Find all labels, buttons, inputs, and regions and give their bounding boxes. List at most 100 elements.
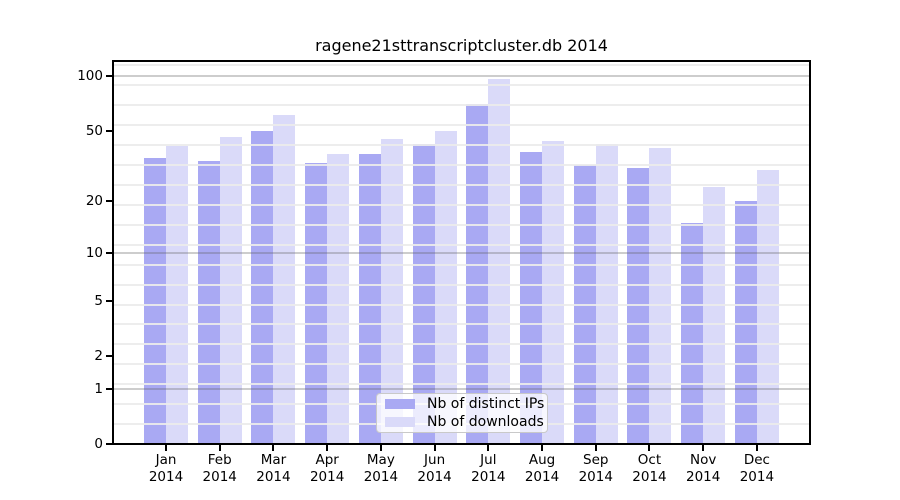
x-tick-label-mar: Mar <box>260 451 287 468</box>
x-tick-year-label: 2014 <box>256 468 291 485</box>
y-tick <box>106 355 113 358</box>
x-tick-label-nov: Nov <box>690 451 717 468</box>
gridline-minor <box>113 363 810 366</box>
x-tick <box>487 444 490 451</box>
y-tick-label: 100 <box>77 68 103 85</box>
y-tick-label: 5 <box>94 293 103 310</box>
x-tick-year-label: 2014 <box>309 468 345 485</box>
x-tick <box>218 444 221 451</box>
y-tick <box>106 300 113 303</box>
axis-spine-left <box>112 60 114 445</box>
legend-item-distinct-ips: Nb of distinct IPs <box>377 395 547 412</box>
legend-item-downloads: Nb of downloads <box>377 414 547 431</box>
axis-spine-bottom <box>112 443 811 445</box>
gridline-minor <box>113 183 810 186</box>
x-tick-year-label: 2014 <box>417 468 452 485</box>
x-tick <box>594 444 597 451</box>
x-tick-year-label: 2014 <box>739 468 775 485</box>
bar-downloads-mar <box>273 115 296 444</box>
gridline-minor <box>113 323 810 326</box>
x-tick <box>541 444 544 451</box>
legend: Nb of distinct IPs Nb of downloads <box>376 393 548 433</box>
bar-distinct-ips-feb <box>197 160 220 444</box>
bar-downloads-jul <box>488 78 511 444</box>
legend-swatch-downloads <box>385 417 415 428</box>
x-tick-label-feb: Feb <box>207 451 232 468</box>
axis-spine-top <box>112 60 811 62</box>
legend-label-distinct-ips: Nb of distinct IPs <box>427 395 545 412</box>
bar-downloads-aug <box>542 140 565 444</box>
x-tick-year-label: 2014 <box>471 468 506 485</box>
bar-distinct-ips-nov <box>681 223 704 444</box>
x-tick-label-jan: Jan <box>155 451 177 468</box>
x-tick <box>648 444 651 451</box>
gridline-minor <box>113 144 810 147</box>
x-tick <box>379 444 382 451</box>
x-tick-year-label: 2014 <box>632 468 667 485</box>
gridline-minor <box>113 104 810 107</box>
y-tick-label: 1 <box>94 380 103 397</box>
gridline-major <box>113 387 810 390</box>
x-tick-label-dec: Dec <box>743 451 770 468</box>
bar-distinct-ips-oct <box>627 167 650 444</box>
x-tick-label-may: May <box>366 451 395 468</box>
x-tick-label-aug: Aug <box>528 451 556 468</box>
gridline-minor <box>113 64 810 67</box>
gridline-minor <box>113 263 810 266</box>
bar-downloads-oct <box>649 148 672 444</box>
x-tick-label-oct: Oct <box>637 451 662 468</box>
gridline-minor <box>113 223 810 226</box>
chart-title: ragene21sttranscriptcluster.db 2014 <box>315 36 608 55</box>
y-tick <box>106 129 113 132</box>
x-tick-year-label: 2014 <box>148 468 184 485</box>
y-tick-label: 10 <box>85 244 103 261</box>
x-tick-label-jul: Jul <box>480 451 497 468</box>
bar-downloads-may <box>380 138 403 444</box>
bar-downloads-nov <box>703 187 726 444</box>
x-tick-label-jun: Jun <box>424 451 446 468</box>
y-tick-label: 20 <box>85 193 103 210</box>
gridline-minor <box>113 203 810 206</box>
y-tick <box>106 75 113 78</box>
y-tick <box>106 200 113 203</box>
bar-distinct-ips-mar <box>251 130 274 444</box>
x-tick-year-label: 2014 <box>686 468 721 485</box>
legend-label-downloads: Nb of downloads <box>427 414 544 431</box>
bar-downloads-apr <box>327 154 350 444</box>
bar-distinct-ips-jan <box>144 158 166 444</box>
x-tick <box>433 444 436 451</box>
bar-distinct-ips-apr <box>305 162 328 444</box>
y-tick-label: 50 <box>85 122 103 139</box>
gridline-major <box>113 75 810 78</box>
y-tick <box>106 251 113 254</box>
legend-swatch-distinct-ips <box>385 398 415 409</box>
gridline-minor <box>113 303 810 306</box>
y-tick-label: 2 <box>94 348 103 365</box>
gridline-minor <box>113 283 810 286</box>
gridline-minor <box>113 124 810 127</box>
x-tick-label-apr: Apr <box>315 451 339 468</box>
x-tick-year-label: 2014 <box>363 468 399 485</box>
x-tick <box>165 444 167 451</box>
x-tick <box>326 444 329 451</box>
bar-distinct-ips-may <box>358 154 381 444</box>
x-tick-year-label: 2014 <box>578 468 613 485</box>
gridline-minor <box>113 243 810 246</box>
x-tick <box>702 444 705 451</box>
x-tick-label-sep: Sep <box>583 451 609 468</box>
bar-distinct-ips-jun <box>412 144 435 444</box>
gridline-minor <box>113 164 810 167</box>
y-tick <box>106 387 113 390</box>
gridline-minor <box>113 343 810 346</box>
bar-downloads-dec <box>756 170 779 444</box>
bar-downloads-feb <box>219 137 242 444</box>
bar-distinct-ips-jul <box>466 104 489 444</box>
x-tick-year-label: 2014 <box>524 468 560 485</box>
bar-downloads-jun <box>434 130 457 444</box>
x-tick <box>272 444 275 451</box>
x-tick <box>755 444 758 451</box>
gridline-minor <box>113 383 810 386</box>
gridline-minor <box>113 84 810 87</box>
